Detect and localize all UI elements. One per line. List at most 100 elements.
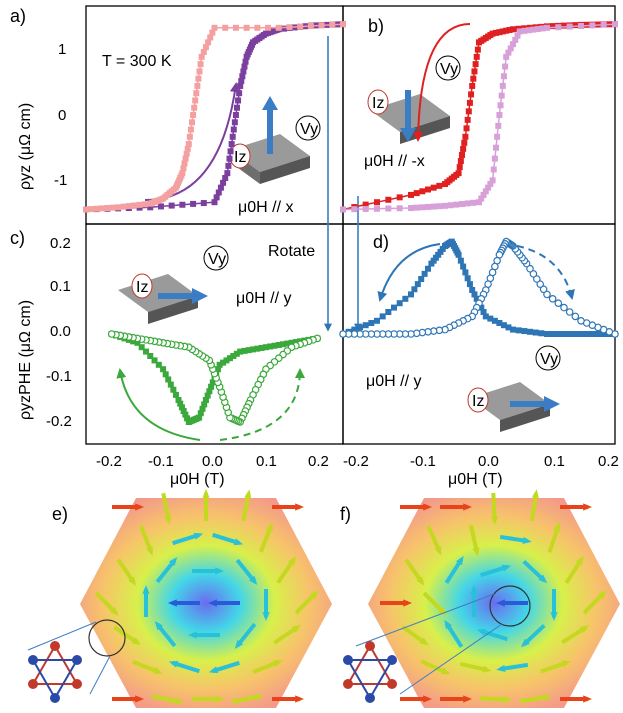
spin-arrowhead-icon: [202, 489, 210, 498]
data-point-a-0-20: [226, 155, 233, 162]
data-point-d-0-64: [566, 331, 573, 337]
data-point-d-0-70: [600, 331, 607, 337]
spin-arrows-e: [94, 489, 319, 705]
data-point-c-0-21: [180, 408, 187, 414]
spin-arrowhead-icon: [597, 590, 607, 600]
data-point-b-1-2: [589, 22, 596, 29]
data-point-d-0-69: [595, 331, 601, 337]
data-point-a-0-17: [222, 174, 229, 181]
data-point-b-1-40: [453, 201, 460, 208]
data-point-b-1-0: [612, 21, 618, 28]
data-point-b-0-6: [408, 191, 414, 198]
data-point-d-0-9: [391, 304, 397, 311]
spin-arrowhead-icon: [437, 606, 447, 616]
spin-arrowhead-icon: [208, 666, 219, 674]
zoom-line-f-2: [399, 623, 503, 695]
data-point-a-0-8: [168, 202, 175, 209]
data-point-b-1-44: [430, 203, 437, 210]
spin-arrowhead-icon: [403, 599, 412, 607]
data-point-a-1-10: [232, 24, 239, 31]
ylabel-a: ρyz (μΩ cm): [17, 103, 34, 190]
spin-arrowhead-icon: [164, 515, 172, 525]
data-point-b-1-11: [521, 27, 528, 34]
data-point-b-0-25: [463, 125, 470, 132]
voltage-label: Vy: [300, 121, 318, 138]
data-point-d-0-65: [572, 331, 579, 337]
data-point-b-0-42: [489, 30, 496, 37]
data-point-b-0-55: [549, 23, 556, 30]
data-point-c-0-45: [226, 355, 233, 362]
data-point-b-1-16: [507, 45, 514, 52]
data-point-c-0-43: [220, 359, 227, 366]
spin-arrowhead-icon: [455, 555, 464, 566]
annotation-field-y-c: μ0H // y: [236, 290, 291, 307]
data-point-b-0-24: [462, 133, 469, 140]
data-point-b-1-53: [351, 206, 358, 213]
data-point-b-0-22: [460, 145, 467, 152]
data-point-d-0-52: [500, 322, 507, 329]
data-point-b-1-3: [578, 22, 584, 29]
data-point-a-0-18: [224, 170, 231, 177]
data-point-c-0-7: [138, 344, 145, 351]
data-point-d-0-43: [471, 291, 478, 298]
data-point-c-0-34: [202, 397, 209, 403]
data-point-b-1-45: [425, 203, 431, 210]
data-point-c-0-41: [214, 366, 221, 373]
data-point-b-1-31: [487, 181, 494, 188]
spin-arrowhead-icon: [579, 625, 590, 634]
spin-arrowhead-icon: [193, 532, 204, 540]
xlabel-c: μ0H (T): [170, 471, 225, 488]
data-point-c-0-42: [216, 361, 223, 368]
spin-arrowhead-icon: [131, 637, 141, 646]
data-point-c-0-47: [233, 350, 240, 357]
ytick-c-1: 0.1: [50, 278, 71, 295]
data-point-a-0-35: [242, 58, 249, 65]
data-point-d-0-47: [480, 309, 487, 315]
spin-arrowhead-icon: [423, 695, 432, 703]
current-label: Iz: [372, 95, 384, 112]
data-point-d-1-13: [539, 285, 548, 294]
data-point-a-1-6: [275, 24, 282, 31]
data-point-b-0-3: [374, 199, 380, 206]
data-point-a-1-17: [200, 49, 207, 56]
spin-arrowhead-icon: [423, 503, 432, 511]
data-point-c-0-14: [165, 376, 172, 383]
data-point-a-1-57: [131, 202, 138, 209]
ytick-c-2: 0.0: [50, 323, 71, 340]
data-point-c-0-19: [177, 400, 184, 407]
data-point-c-0-6: [134, 339, 141, 346]
data-point-a-1-3: [307, 22, 314, 29]
data-point-d-0-60: [544, 331, 550, 337]
data-point-a-1-8: [254, 24, 261, 31]
panel-label-f: f): [340, 504, 351, 524]
xtick-c-4: 0.2: [308, 453, 329, 470]
data-point-b-1-15: [510, 41, 516, 48]
spin-arrowhead-icon: [472, 547, 480, 557]
spin-arrowhead-icon: [482, 665, 492, 673]
data-point-d-0-51: [496, 320, 503, 326]
panel-label-a: a): [10, 6, 26, 26]
spin-arrowhead-icon: [234, 639, 244, 650]
sweep-arrow-b: [413, 23, 471, 142]
data-point-a-1-63: [99, 205, 106, 212]
zoom-line-f-1: [355, 593, 495, 647]
xtick-d-2: 0.0: [478, 453, 499, 470]
data-point-d-0-11: [402, 295, 409, 302]
spin-arrowhead-icon: [583, 695, 592, 703]
data-point-a-1-15: [205, 39, 212, 46]
data-point-a-0-21: [227, 148, 234, 155]
spin-arrowhead-icon: [146, 546, 153, 556]
xtick-d-0: -0.2: [343, 453, 369, 470]
spin-texture-e: [27, 489, 332, 708]
spin-arrowhead-icon: [575, 555, 584, 566]
data-point-b-0-8: [419, 188, 426, 195]
sweep-arrow-c-dashed: [219, 368, 305, 441]
data-point-a-1-54: [147, 200, 154, 207]
data-point-b-0-19: [456, 164, 463, 171]
data-point-c-0-38: [209, 379, 216, 386]
data-point-a-0-10: [190, 200, 197, 207]
data-point-d-0-4: [362, 322, 369, 329]
spin-arrowhead-icon: [295, 503, 304, 511]
spin-arrowhead-icon: [233, 538, 244, 546]
spin-arrowhead-icon: [496, 664, 506, 672]
